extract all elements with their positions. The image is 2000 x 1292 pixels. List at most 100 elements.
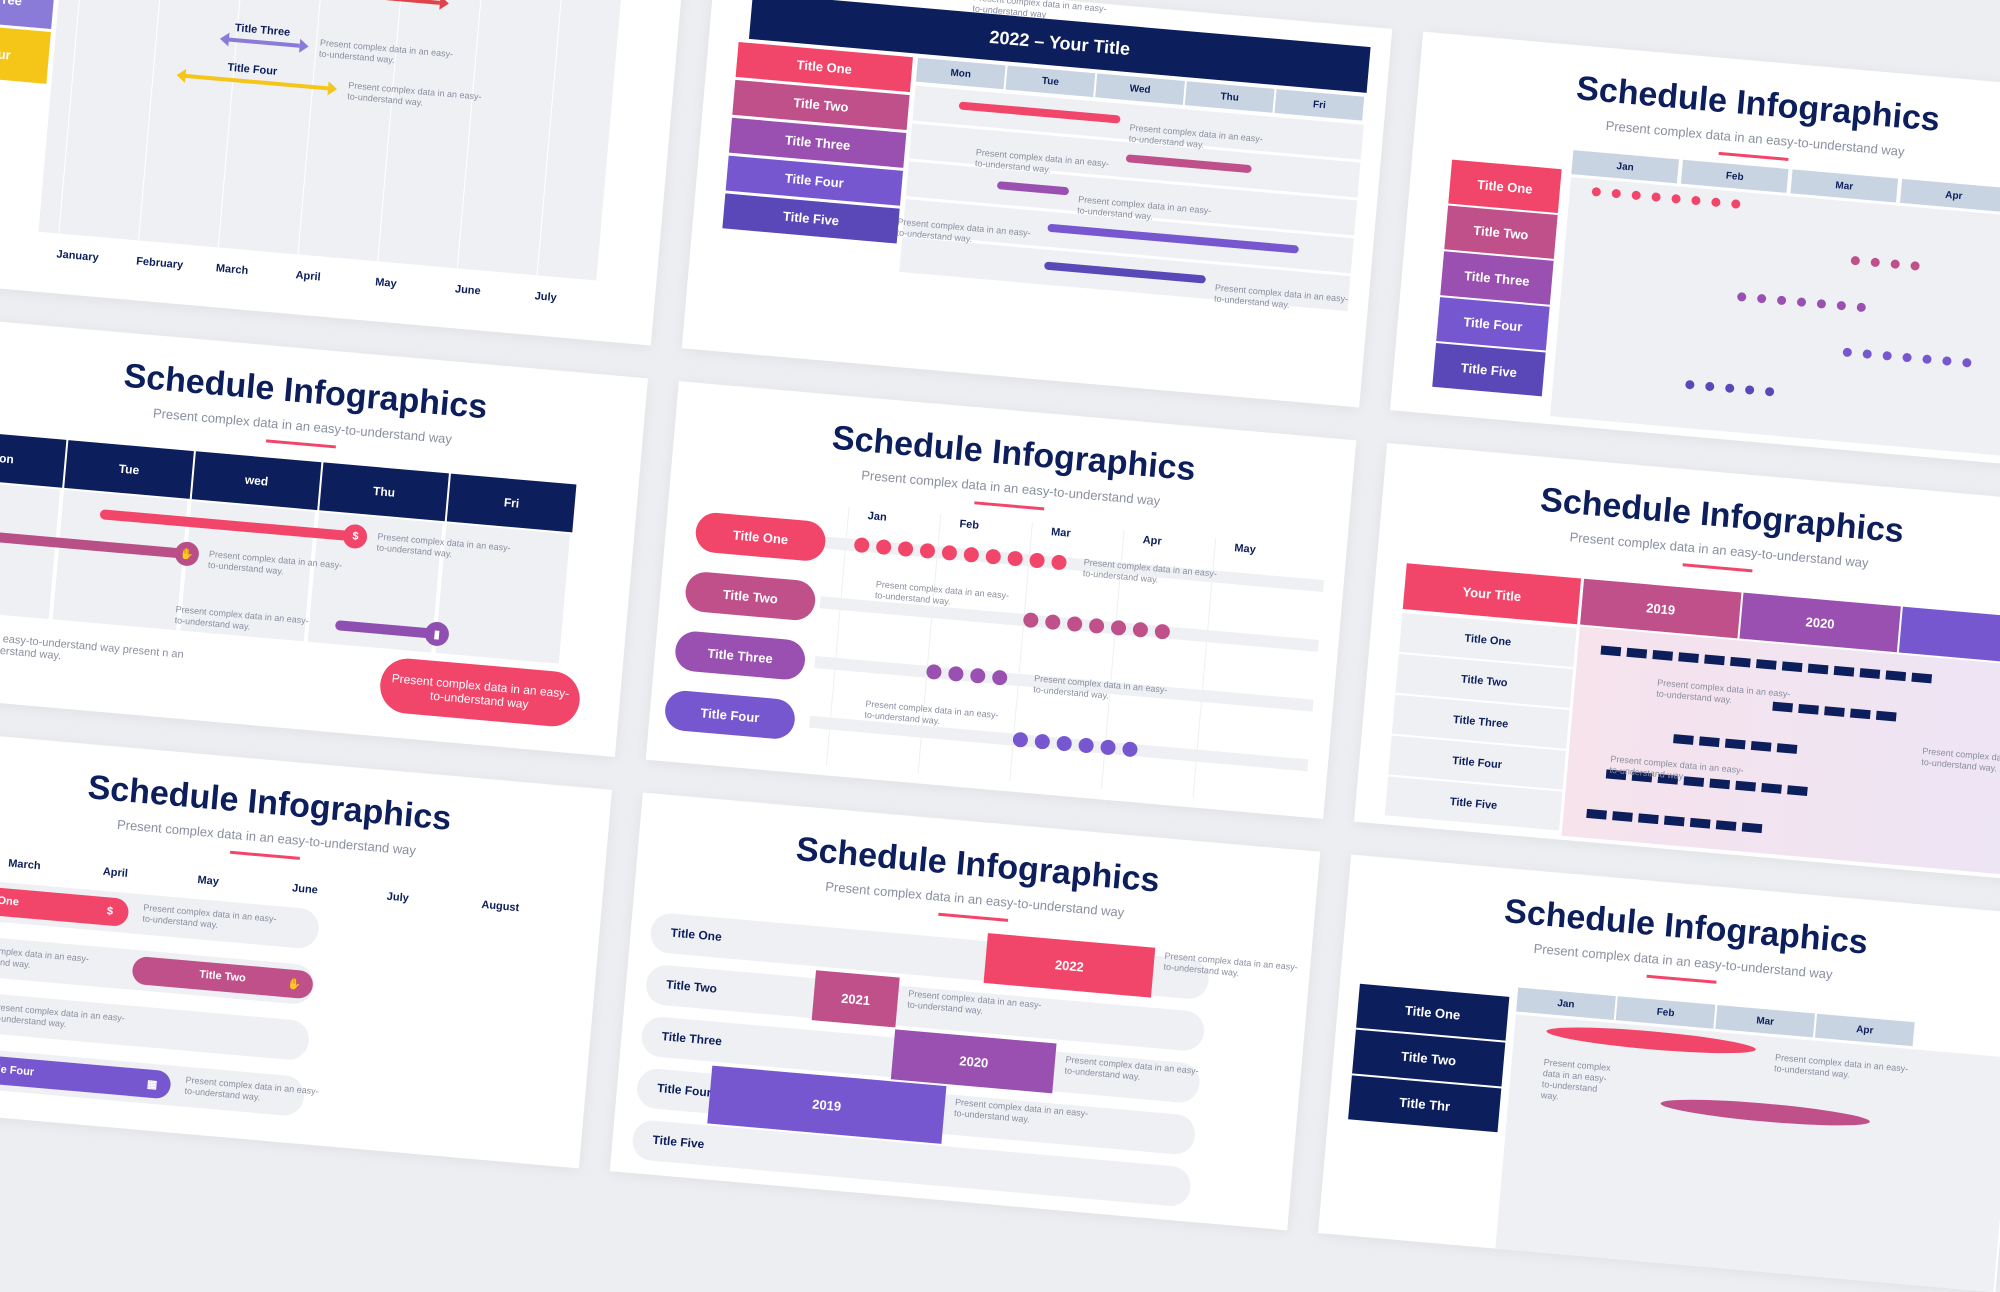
dash [1626, 647, 1648, 659]
year-block[interactable]: 2021 [811, 970, 900, 1028]
dash [1885, 670, 1907, 682]
dash [1698, 736, 1720, 748]
month-label: June [454, 283, 482, 298]
dash [1750, 740, 1772, 752]
month-label: April [102, 865, 129, 880]
dash [1678, 652, 1699, 664]
title-underline [1646, 974, 1717, 984]
slide-gantt[interactable]: Present complex data in an easy-to-under… [681, 0, 1393, 408]
month-label: July [534, 290, 558, 305]
year-block[interactable]: 2022 [983, 933, 1156, 998]
slide-weekbars[interactable]: Schedule Infographics Present complex dat… [0, 319, 648, 757]
month-label: Mar [1050, 526, 1072, 540]
row-label: ree [0, 0, 56, 30]
title-underline [229, 850, 300, 860]
dash [1755, 659, 1777, 670]
day-header: Mon [0, 428, 67, 488]
month-label: Jan [867, 510, 888, 524]
dash [1911, 672, 1933, 684]
day-header: Fri [446, 473, 577, 533]
day-header: Wed [1095, 73, 1185, 105]
body-text: x data in an easy-to-understand way pres… [0, 628, 185, 663]
slide-monthdots[interactable]: Schedule Infographics Present complex dat… [1390, 31, 2000, 470]
arrowhead-left [219, 31, 230, 47]
arrowhead-left [175, 68, 187, 83]
day-header: Thu [319, 462, 449, 522]
dash [1781, 661, 1803, 673]
slide-yeartable[interactable]: Schedule Infographics Present complex dat… [1354, 443, 2000, 881]
slide-monthbars[interactable]: Schedule Infographics Present complex dat… [1318, 854, 2000, 1292]
row-label: ur [0, 27, 51, 84]
dash [1730, 656, 1751, 668]
month-label: May [1233, 542, 1257, 556]
month-label: April [295, 269, 322, 284]
pill-label: Title Four [0, 1062, 35, 1079]
dash [1859, 668, 1881, 679]
row-label: Title One [1448, 159, 1562, 214]
title-underline [265, 439, 336, 449]
month-label: May [197, 874, 220, 888]
month-label: August [480, 898, 520, 915]
arrowhead-right [327, 81, 338, 97]
slide-arrows[interactable]: woreeurTitle TwoPresent complex data in … [0, 0, 684, 346]
pill-label: Title Two [198, 968, 247, 985]
row-label: Title Five [1432, 342, 1546, 397]
month-label: January [56, 248, 100, 265]
grid-cell [0, 478, 63, 620]
note: Present complex data in an easy-to-under… [1540, 1057, 1612, 1102]
month-label: June [291, 882, 319, 897]
dash [1807, 663, 1829, 675]
month-label: July [386, 890, 410, 905]
coins-icon: $ [106, 905, 114, 918]
dash [1586, 808, 1607, 820]
dash [1612, 811, 1633, 822]
slide-pills[interactable]: Schedule Infographics Present complex dat… [0, 730, 612, 1169]
dash [1663, 815, 1685, 827]
day-header: Fri [1274, 89, 1365, 121]
month-label: February [135, 255, 184, 272]
month-label: March [7, 857, 42, 873]
dash [1741, 822, 1763, 834]
dash [1638, 813, 1659, 825]
day-header: Mon [915, 57, 1006, 90]
day-header: Tue [64, 440, 194, 499]
dash [1875, 710, 1897, 722]
row-pill[interactable]: Title Four [663, 689, 797, 741]
month-label: May [374, 276, 398, 291]
day-header: wed [191, 451, 322, 511]
dash [1849, 708, 1871, 720]
dash [1600, 645, 1622, 657]
dash [1652, 650, 1674, 661]
dash [1833, 665, 1855, 677]
row-label: Title Three [1440, 251, 1554, 305]
row-pill[interactable]: Title One [694, 511, 828, 563]
month-label: March [215, 262, 249, 278]
day-header: Thu [1184, 81, 1275, 113]
dash [1787, 785, 1808, 796]
note: Present complex data in an easy-to-under… [1082, 557, 1218, 585]
slide-dots[interactable]: Schedule Infographics Present complex dat… [645, 381, 1357, 819]
dash [1673, 734, 1694, 745]
title-underline [938, 912, 1009, 922]
title-underline [974, 501, 1045, 511]
grid-panel [1494, 1014, 2000, 1292]
calendar-icon: ▦ [146, 1077, 158, 1091]
slide-years[interactable]: Schedule Infographics Present complex dat… [609, 792, 1321, 1231]
cta-pill-button[interactable]: Present complex data in an easy-to-under… [377, 656, 582, 729]
dash [1715, 820, 1737, 831]
row-pill[interactable]: Title Three [673, 629, 807, 682]
grid-panel [1550, 177, 2000, 462]
hand-coin-icon: ✋ [286, 977, 302, 991]
dash [1724, 738, 1746, 750]
pill-label: Title One [0, 892, 20, 909]
title-underline [1718, 151, 1789, 161]
dash [1704, 654, 1725, 666]
dash [1798, 703, 1819, 715]
note: Present complex data in an easy-to-under… [1032, 673, 1168, 701]
row-pill[interactable]: Title Two [683, 570, 817, 622]
arrowhead-right [439, 0, 450, 11]
dash [1824, 706, 1845, 717]
dash [1776, 743, 1798, 754]
month-label: Feb [958, 518, 980, 532]
